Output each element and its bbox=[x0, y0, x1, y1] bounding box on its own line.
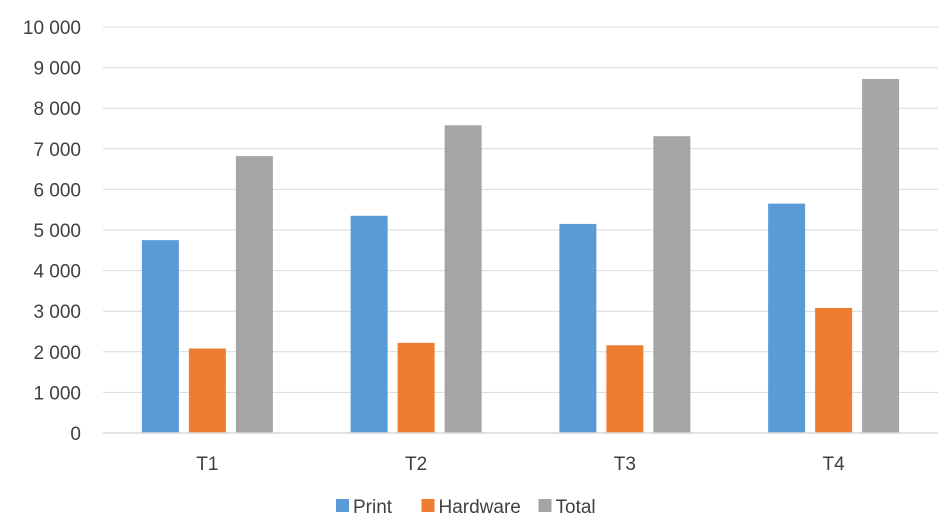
x-tick-label: T3 bbox=[614, 454, 636, 475]
y-tick-label: 1 000 bbox=[33, 383, 81, 404]
legend-swatch-hardware bbox=[422, 499, 435, 512]
legend-swatch-print bbox=[336, 499, 349, 512]
bar-hardware-t4 bbox=[815, 308, 852, 433]
x-tick-label: T4 bbox=[823, 454, 846, 475]
legend-label-total: Total bbox=[556, 497, 596, 518]
y-tick-label: 7 000 bbox=[33, 140, 81, 161]
bar-hardware-t2 bbox=[398, 343, 435, 433]
bar-total-t2 bbox=[445, 125, 482, 433]
bar-hardware-t3 bbox=[606, 345, 643, 433]
legend: Print Hardware Total bbox=[336, 497, 596, 518]
bar-print-t4 bbox=[768, 204, 805, 433]
y-tick-label: 10 000 bbox=[23, 18, 81, 39]
y-tick-label: 5 000 bbox=[33, 221, 81, 242]
y-tick-label: 6 000 bbox=[33, 180, 81, 201]
y-tick-label: 0 bbox=[70, 424, 81, 445]
x-tick-label: T2 bbox=[405, 454, 427, 475]
gridlines bbox=[103, 27, 938, 392]
y-tick-label: 8 000 bbox=[33, 99, 81, 120]
legend-label-hardware: Hardware bbox=[439, 497, 521, 518]
bar-print-t1 bbox=[142, 240, 179, 433]
y-tick-label: 3 000 bbox=[33, 302, 81, 323]
legend-label-print: Print bbox=[353, 497, 393, 518]
y-tick-label: 9 000 bbox=[33, 59, 81, 80]
bar-print-t3 bbox=[559, 224, 596, 433]
bar-total-t1 bbox=[236, 156, 273, 433]
bar-total-t4 bbox=[862, 79, 899, 433]
bar-print-t2 bbox=[351, 216, 388, 433]
bars bbox=[142, 79, 899, 433]
y-tick-label: 4 000 bbox=[33, 262, 81, 283]
bar-total-t3 bbox=[653, 136, 690, 433]
x-tick-label: T1 bbox=[196, 454, 218, 475]
bar-hardware-t1 bbox=[189, 349, 226, 433]
y-tick-label: 2 000 bbox=[33, 343, 81, 364]
legend-swatch-total bbox=[539, 499, 552, 512]
